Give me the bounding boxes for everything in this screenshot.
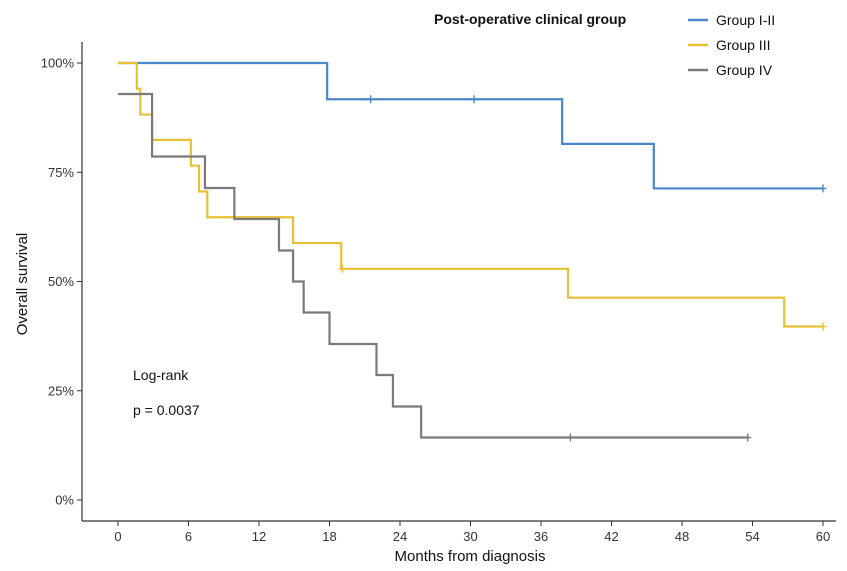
- x-tick-label: 12: [252, 529, 266, 544]
- y-tick-label: 0%: [55, 493, 74, 508]
- x-axis-title: Months from diagnosis: [395, 548, 546, 565]
- p-value-label: p = 0.0037: [133, 402, 200, 418]
- y-ticks: 0% 25% 50% 75% 100%: [41, 56, 82, 508]
- x-tick-label: 36: [534, 529, 548, 544]
- survival-curve: [118, 61, 823, 190]
- x-tick-label: 6: [185, 529, 192, 544]
- y-tick-label: 100%: [41, 56, 75, 71]
- x-tick-label: 0: [114, 529, 121, 544]
- x-tick-label: 42: [604, 529, 618, 544]
- series-group-i-ii: [118, 61, 827, 193]
- x-tick-label: 30: [463, 529, 477, 544]
- legend-title: Post-operative clinical group: [434, 11, 626, 27]
- x-tick-label: 18: [322, 529, 336, 544]
- y-tick-label: 75%: [48, 165, 74, 180]
- x-ticks: 0 6 12 18 24 30 36 42 48 54 60: [114, 521, 830, 544]
- x-tick-label: 54: [745, 529, 759, 544]
- legend-label: Group III: [716, 37, 770, 53]
- survival-curve: [118, 61, 823, 328]
- x-tick-label: 24: [393, 529, 407, 544]
- y-axis-title: Overall survival: [14, 233, 31, 336]
- x-tick-label: 48: [675, 529, 689, 544]
- x-tick-label: 60: [816, 529, 830, 544]
- legend-label: Group IV: [716, 62, 773, 78]
- y-tick-label: 50%: [48, 274, 74, 289]
- survival-curve: [118, 92, 748, 439]
- series-group-iii: [118, 61, 827, 331]
- y-tick-label: 25%: [48, 383, 74, 398]
- logrank-label: Log-rank: [133, 367, 189, 383]
- legend-label: Group I-II: [716, 12, 775, 28]
- axes: [81, 42, 836, 522]
- series-group-iv: [118, 92, 752, 442]
- legend: Post-operative clinical group Group I-II…: [434, 11, 775, 78]
- series-layer: [118, 61, 827, 442]
